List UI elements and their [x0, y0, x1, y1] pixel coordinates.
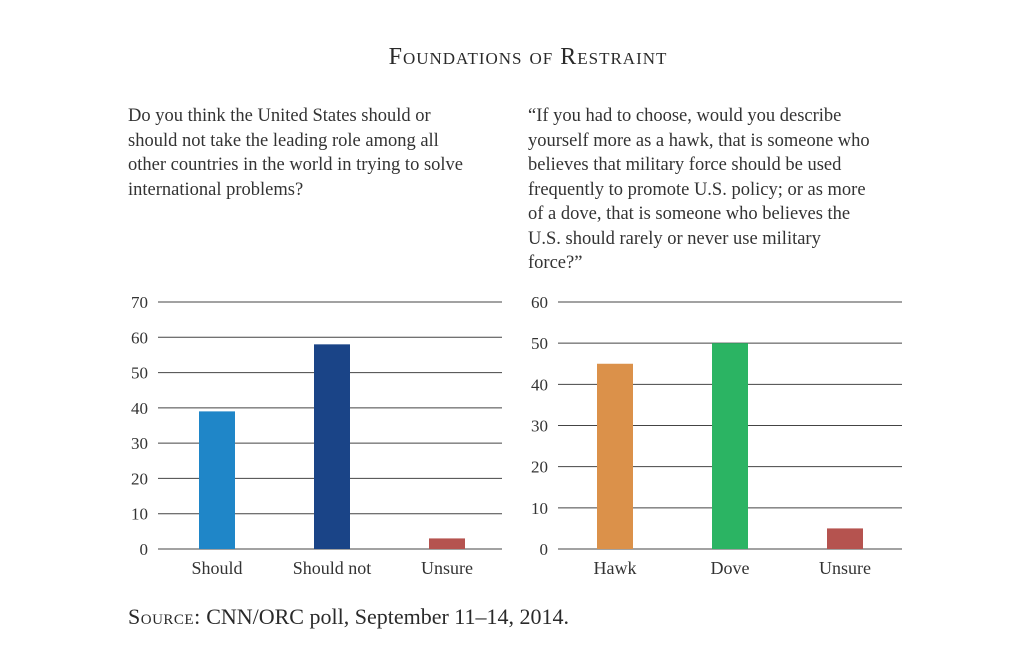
source-note: Source: CNN/ORC poll, September 11–14, 2…: [128, 604, 569, 630]
left-y-tick-label: 0: [140, 540, 149, 559]
left-y-tick-label: 30: [131, 434, 148, 453]
right-bar-hawk: [597, 363, 633, 549]
right-category-label: Dove: [711, 558, 750, 578]
left-bar-should-not: [314, 344, 350, 549]
right-y-tick-label: 20: [531, 458, 548, 477]
right-y-tick-label: 10: [531, 499, 548, 518]
left-y-tick-label: 50: [131, 364, 148, 383]
chart-title: Foundations of Restraint: [388, 44, 668, 70]
left-category-label: Should not: [293, 558, 372, 578]
source-text: CNN/ORC poll, September 11–14, 2014.: [206, 604, 569, 629]
right-y-tick-label: 50: [531, 334, 548, 353]
right-y-tick-label: 60: [531, 293, 548, 312]
left-y-tick-label: 60: [131, 328, 148, 347]
left-category-label: Should: [191, 558, 242, 578]
right-category-label: Hawk: [594, 558, 637, 578]
right-y-tick-label: 40: [531, 375, 548, 394]
left-category-label: Unsure: [421, 558, 473, 578]
right-bar-unsure: [827, 528, 863, 549]
left-y-tick-label: 10: [131, 505, 148, 524]
left-bar-unsure: [429, 538, 465, 549]
left-y-tick-label: 70: [131, 293, 148, 312]
right-category-label: Unsure: [819, 558, 871, 578]
left-bar-should: [199, 411, 235, 549]
source-prefix: Source:: [128, 604, 201, 629]
right-bar-dove: [712, 343, 748, 549]
right-chart-question: “If you had to choose, would you describ…: [528, 106, 870, 273]
right-y-tick-label: 0: [540, 540, 549, 559]
left-y-tick-label: 20: [131, 469, 148, 488]
right-y-tick-label: 30: [531, 417, 548, 436]
left-y-tick-label: 40: [131, 399, 148, 418]
left-chart-question: Do you think the United States should or…: [128, 106, 463, 200]
